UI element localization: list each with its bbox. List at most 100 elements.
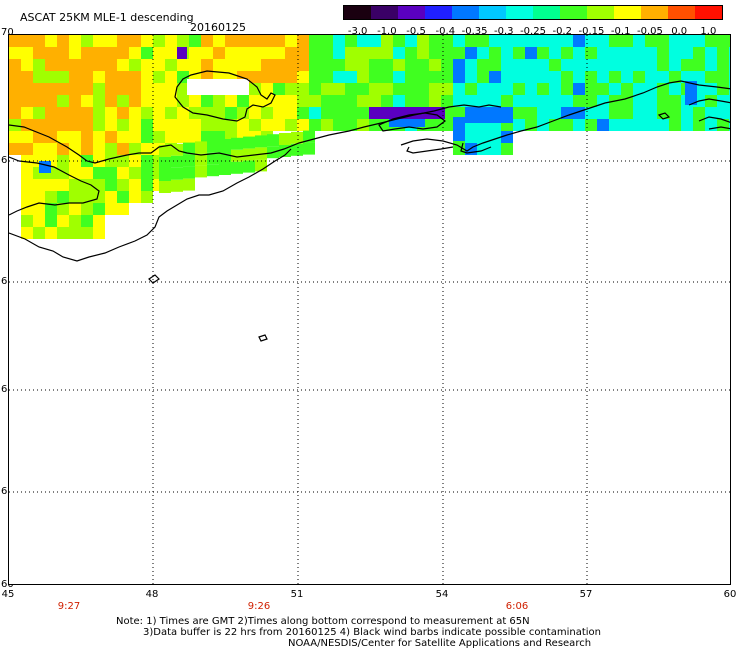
wind-cell [453,35,465,47]
wind-cell [453,95,465,107]
wind-cell [249,95,261,107]
wind-cell [129,35,141,47]
wind-cell [117,179,129,191]
wind-cell [69,191,81,203]
wind-cell [681,59,693,71]
wind-cell [81,203,93,215]
wind-cell [261,83,273,95]
wind-cell [333,119,345,131]
wind-cell [321,119,333,131]
wind-cell [57,95,69,107]
wind-cell [81,215,93,227]
wind-cell [345,107,357,119]
colorbar [343,5,723,20]
wind-cell [633,47,645,59]
wind-cell [189,119,201,131]
wind-cell [729,47,730,59]
colorbar-label: 1.0 [700,26,717,37]
wind-cell [525,59,537,71]
wind-cell [621,83,633,95]
wind-cell [9,143,21,155]
wind-cell [513,107,525,119]
wind-cell [405,35,417,47]
wind-cell [705,47,717,59]
wind-cell [333,59,345,71]
wind-cell [141,155,153,167]
wind-cell [117,203,129,215]
colorbar-swatch [425,6,452,19]
wind-cell [249,35,261,47]
colorbar-swatch [371,6,398,19]
colorbar-swatch [479,6,506,19]
wind-cell [189,95,201,107]
wind-cell [717,35,729,47]
wind-cell [717,107,729,119]
wind-cell [207,140,219,153]
wind-cell [33,215,45,227]
lat-label-68: 68 [1,155,14,166]
wind-cell [117,35,129,47]
wind-cell [285,107,297,119]
wind-cell [669,59,681,71]
wind-cell [117,47,129,59]
wind-cell [21,83,33,95]
wind-cell [69,167,81,179]
wind-cell [465,47,477,59]
wind-cell [255,147,267,160]
wind-cell [57,191,69,203]
wind-cell [93,179,105,191]
wind-cell [285,47,297,59]
wind-cell [57,71,69,83]
colorbar-swatch [695,6,722,19]
wind-cell [69,155,81,167]
wind-cell [45,179,57,191]
wind-cell [33,83,45,95]
wind-cell [33,47,45,59]
wind-cell [195,165,207,178]
wind-cell [243,160,255,173]
wind-cell [21,95,33,107]
wind-cell [45,83,57,95]
wind-cell [333,95,345,107]
wind-cell [69,227,81,239]
wind-cell [501,143,513,155]
wind-cell [153,83,165,95]
wind-cell [705,59,717,71]
wind-cell [21,191,33,203]
wind-cell [381,83,393,95]
wind-cell [291,131,303,144]
wind-cell [453,107,465,119]
wind-cell [117,119,129,131]
wind-cell [465,71,477,83]
colorbar-label: -3.0 [347,26,368,37]
wind-cell [105,131,117,143]
colorbar-swatch [587,6,614,19]
wind-cell [93,131,105,143]
wind-cell [45,71,57,83]
colorbar-label: -0.15 [578,26,605,37]
wind-cell [477,59,489,71]
wind-cell [657,47,669,59]
wind-cell [573,83,585,95]
wind-cell [597,47,609,59]
wind-cell [177,83,189,95]
wind-cell [429,59,441,71]
wind-cell [57,83,69,95]
wind-cell [261,47,273,59]
wind-cell [309,59,321,71]
wind-cell [153,59,165,71]
wind-cell [693,71,705,83]
wind-cell [207,164,219,177]
wind-cell [285,83,297,95]
wind-cell [141,191,153,203]
wind-cell [405,59,417,71]
wind-cell [69,59,81,71]
wind-cell [489,71,501,83]
wind-cell [417,35,429,47]
wind-cell [255,135,267,148]
wind-cell [45,143,57,155]
lon-label-48: 48 [145,589,159,600]
wind-cell [417,59,429,71]
lon-label-57: 57 [579,589,593,600]
wind-cell [45,131,57,143]
